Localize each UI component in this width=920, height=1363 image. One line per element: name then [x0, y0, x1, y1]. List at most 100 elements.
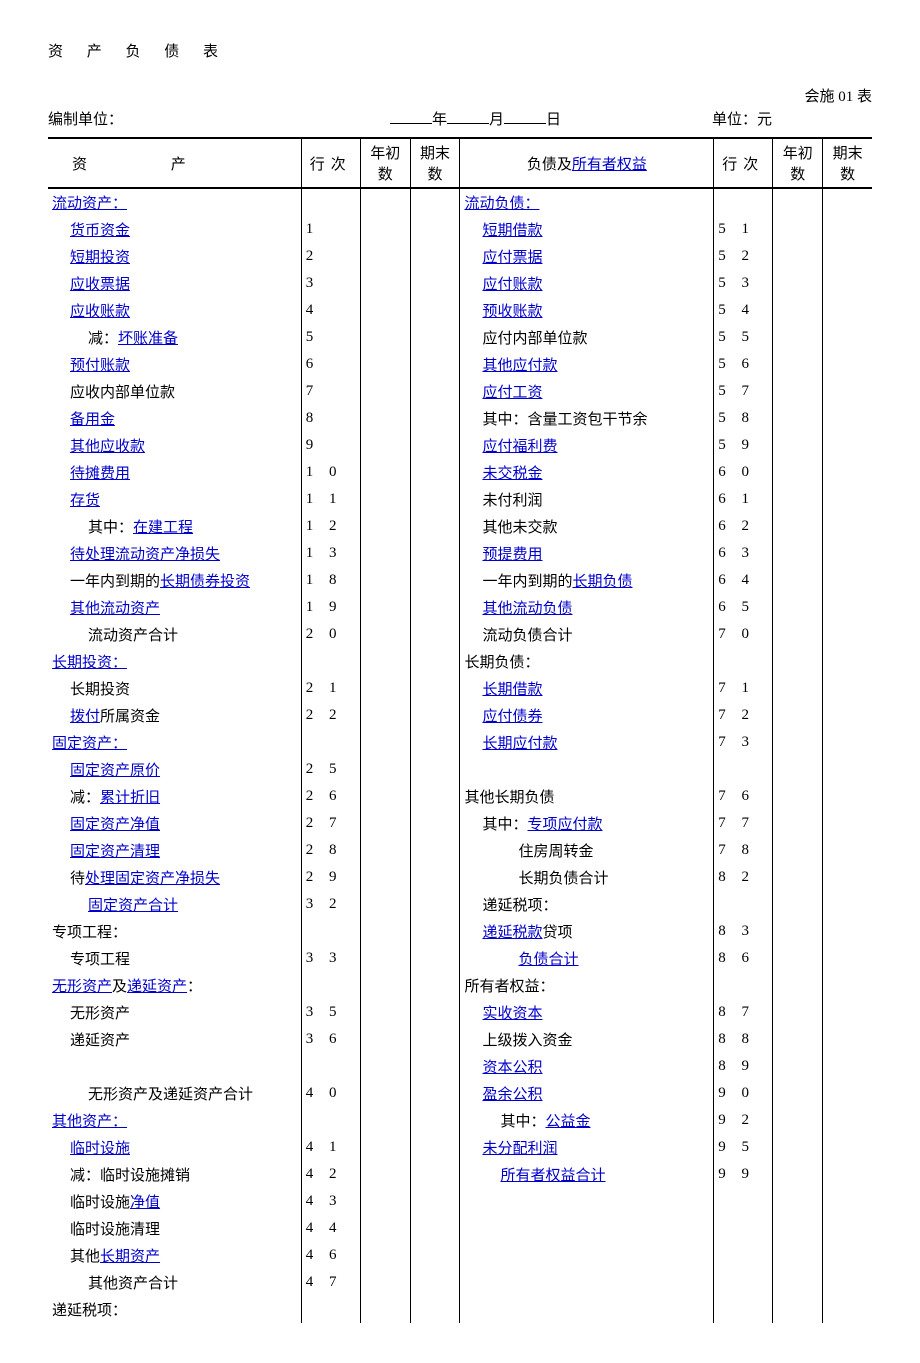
row-link[interactable]: 长期债券投资 — [160, 574, 250, 590]
row-link[interactable]: 长期负债 — [572, 574, 632, 590]
table-row: 减：累计折旧2 6其他长期负债7 6 — [48, 783, 872, 810]
asset-year-begin — [360, 1107, 410, 1134]
liab-label: 短期借款 — [460, 216, 714, 243]
liab-period-end — [823, 675, 872, 702]
table-row: 待摊费用1 0未交税金6 0 — [48, 459, 872, 486]
asset-period-end — [410, 1080, 460, 1107]
table-row: 应收内部单位款7应付工资5 7 — [48, 378, 872, 405]
asset-period-end — [410, 432, 460, 459]
row-link[interactable]: 实收资本 — [482, 1006, 542, 1022]
asset-period-end — [410, 513, 460, 540]
asset-period-end — [410, 216, 460, 243]
row-link[interactable]: 应付工资 — [482, 385, 542, 401]
row-link[interactable]: 其他流动负债 — [482, 601, 572, 617]
asset-line-no: 5 — [301, 324, 360, 351]
asset-year-begin — [360, 1188, 410, 1215]
row-link[interactable]: 其他资产： — [52, 1114, 127, 1130]
liab-line-no: 8 9 — [714, 1053, 773, 1080]
row-link[interactable]: 应付账款 — [482, 277, 542, 293]
row-link[interactable]: 其他流动资产 — [70, 601, 160, 617]
asset-period-end — [410, 459, 460, 486]
row-link[interactable]: 公益金 — [545, 1114, 590, 1130]
row-link[interactable]: 盈余公积 — [482, 1087, 542, 1103]
row-link[interactable]: 待摊费用 — [70, 466, 130, 482]
row-link[interactable]: 货币资金 — [70, 223, 130, 239]
liab-line-no: 8 2 — [714, 864, 773, 891]
table-row: 专项工程3 3负债合计8 6 — [48, 945, 872, 972]
asset-line-no: 2 — [301, 243, 360, 270]
liab-label — [460, 1188, 714, 1215]
table-row: 流动资产： 流动负债： — [48, 188, 872, 216]
row-link[interactable]: 固定资产清理 — [70, 844, 160, 860]
row-link[interactable]: 待处理流动资产净损失 — [70, 547, 220, 563]
row-link[interactable]: 长期借款 — [482, 682, 542, 698]
asset-period-end — [410, 540, 460, 567]
asset-period-end — [410, 675, 460, 702]
asset-year-begin — [360, 999, 410, 1026]
liab-line-no: 5 8 — [714, 405, 773, 432]
asset-label: 减：坏账准备 — [48, 324, 301, 351]
row-link[interactable]: 流动负债： — [464, 196, 539, 212]
asset-line-no: 2 8 — [301, 837, 360, 864]
liab-year-begin — [773, 1134, 823, 1161]
liab-line-no: 5 2 — [714, 243, 773, 270]
liab-label: 实收资本 — [460, 999, 714, 1026]
head-yb-r: 年初数 — [773, 138, 823, 188]
row-link[interactable]: 所有者权益合计 — [500, 1168, 605, 1184]
asset-label: 固定资产： — [48, 729, 301, 756]
row-link[interactable]: 预付账款 — [70, 358, 130, 374]
asset-year-begin — [360, 405, 410, 432]
row-link[interactable]: 在建工程 — [133, 520, 193, 536]
row-link[interactable]: 净值 — [130, 1195, 160, 1211]
row-link[interactable]: 固定资产： — [52, 736, 127, 752]
row-link[interactable]: 短期借款 — [482, 223, 542, 239]
row-link[interactable]: 未交税金 — [482, 466, 542, 482]
row-link[interactable]: 预提费用 — [482, 547, 542, 563]
row-link[interactable]: 负债合计 — [518, 952, 578, 968]
row-link[interactable]: 流动资产： — [52, 196, 127, 212]
row-link[interactable]: 无形资产 — [52, 979, 112, 995]
row-link[interactable]: 拨付 — [70, 709, 100, 725]
row-link[interactable]: 坏账准备 — [118, 331, 178, 347]
row-link[interactable]: 短期投资 — [70, 250, 130, 266]
row-link[interactable]: 长期应付款 — [482, 736, 557, 752]
row-link[interactable]: 递延资产 — [127, 979, 187, 995]
liab-year-begin — [773, 1026, 823, 1053]
row-link[interactable]: 其他应付款 — [482, 358, 557, 374]
org-label: 编制单位： — [48, 108, 288, 129]
row-link[interactable]: 应付福利费 — [482, 439, 557, 455]
row-link[interactable]: 资本公积 — [482, 1060, 542, 1076]
asset-label: 专项工程 — [48, 945, 301, 972]
row-link[interactable]: 长期投资： — [52, 655, 127, 671]
liab-line-no: 6 2 — [714, 513, 773, 540]
row-link[interactable]: 专项应付款 — [527, 817, 602, 833]
row-link[interactable]: 应付债券 — [482, 709, 542, 725]
row-link[interactable]: 应收账款 — [70, 304, 130, 320]
asset-label: 待处理流动资产净损失 — [48, 540, 301, 567]
liab-label: 未付利润 — [460, 486, 714, 513]
row-link[interactable]: 临时设施 — [70, 1141, 130, 1157]
row-link[interactable]: 长期资产 — [100, 1249, 160, 1265]
row-link[interactable]: 未分配利润 — [482, 1141, 557, 1157]
liab-year-begin — [773, 378, 823, 405]
head-line-r: 行次 — [714, 138, 773, 188]
row-link[interactable]: 累计折旧 — [100, 790, 160, 806]
row-link[interactable]: 递延税款 — [482, 925, 542, 941]
owner-equity-link[interactable]: 所有者权益 — [572, 157, 647, 173]
row-link[interactable]: 固定资产净值 — [70, 817, 160, 833]
row-link[interactable]: 应收票据 — [70, 277, 130, 293]
row-link[interactable]: 备用金 — [70, 412, 115, 428]
row-link[interactable]: 固定资产原价 — [70, 763, 160, 779]
asset-year-begin — [360, 216, 410, 243]
row-link[interactable]: 预收账款 — [482, 304, 542, 320]
asset-year-begin — [360, 1026, 410, 1053]
asset-label: 临时设施净值 — [48, 1188, 301, 1215]
row-link[interactable]: 其他应收款 — [70, 439, 145, 455]
liab-year-begin — [773, 351, 823, 378]
row-link[interactable]: 固定资产合计 — [88, 898, 178, 914]
row-link[interactable]: 应付票据 — [482, 250, 542, 266]
liab-line-no: 6 5 — [714, 594, 773, 621]
row-link[interactable]: 存货 — [70, 493, 100, 509]
asset-year-begin — [360, 459, 410, 486]
row-link[interactable]: 处理固定资产净损失 — [85, 871, 220, 887]
